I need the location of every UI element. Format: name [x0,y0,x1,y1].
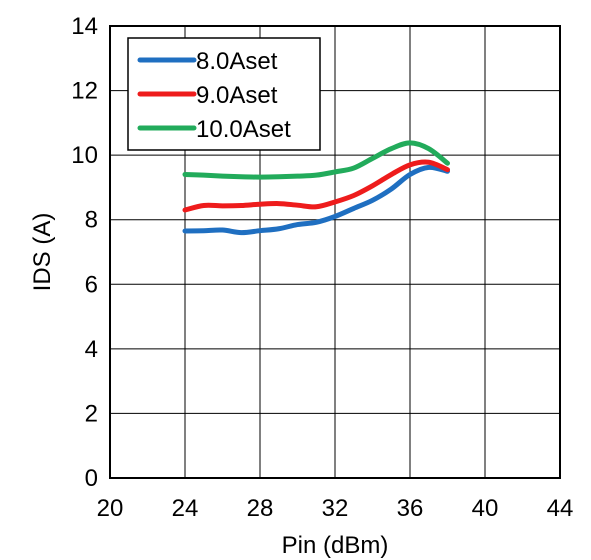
y-tick-label: 0 [85,465,98,492]
x-tick-label: 40 [472,495,499,522]
x-tick-label: 20 [97,495,124,522]
y-tick-label: 6 [85,271,98,298]
y-tick-label: 2 [85,400,98,427]
y-axis-title: IDS (A) [29,213,56,292]
y-tick-label: 8 [85,207,98,234]
x-tick-label: 24 [172,495,199,522]
series-lines [182,140,450,236]
x-tick-label: 28 [247,495,274,522]
series-line-2 [182,159,450,213]
series-line-1 [182,164,450,236]
legend-label: 8.0Aset [196,48,278,75]
x-tick-label: 44 [547,495,574,522]
legend: 8.0Aset 9.0Aset 10.0Aset [127,37,321,151]
plot-area [109,25,561,479]
x-axis: 20 24 28 32 36 40 44 [97,495,574,522]
series-line-3 [182,140,450,180]
x-axis-title: Pin (dBm) [282,532,389,559]
y-tick-label: 12 [71,78,98,105]
y-tick-label: 10 [71,142,98,169]
y-tick-label: 4 [85,336,98,363]
y-axis: 0 2 4 6 8 10 12 14 [71,13,98,492]
x-tick-label: 36 [397,495,424,522]
x-tick-label: 32 [322,495,349,522]
legend-label: 9.0Aset [196,82,278,109]
y-tick-label: 14 [71,13,98,40]
legend-label: 10.0Aset [196,116,291,143]
